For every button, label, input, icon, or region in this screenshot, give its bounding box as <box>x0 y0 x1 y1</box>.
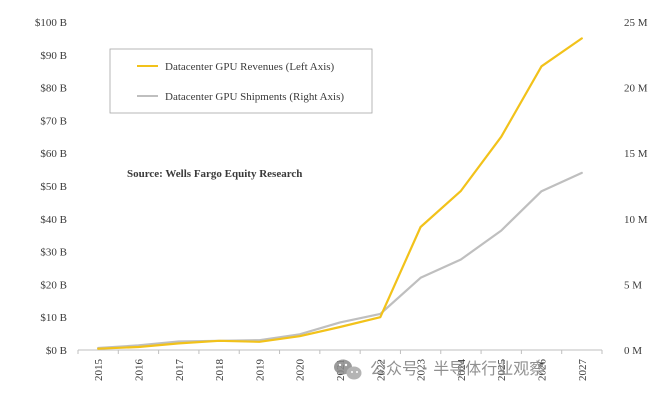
legend-label-shipments: Datacenter GPU Shipments (Right Axis) <box>165 91 344 103</box>
legend-box <box>109 48 373 114</box>
left-tick-label: $30 B <box>40 247 67 259</box>
right-axis-ticks: 0 M 5 M 10 M 15 M 20 M 25 M <box>624 17 648 357</box>
x-tick-label: 2026 <box>537 359 549 382</box>
left-tick-label: $10 B <box>40 312 67 324</box>
x-tick-label: 2023 <box>416 359 428 382</box>
left-tick-label: $50 B <box>40 181 67 193</box>
left-tick-label: $0 B <box>46 345 67 357</box>
right-tick-label: 5 M <box>624 279 642 291</box>
x-tick-label: 2024 <box>456 359 468 382</box>
right-tick-label: 20 M <box>624 83 648 95</box>
series-line-shipments <box>97 171 583 350</box>
right-tick-label: 15 M <box>624 148 648 160</box>
left-tick-label: $40 B <box>40 214 67 226</box>
series-line-revenues <box>97 37 583 350</box>
left-tick-label: $20 B <box>40 279 67 291</box>
right-tick-label: 0 M <box>624 345 642 357</box>
x-tick-label: 2016 <box>133 359 145 382</box>
left-tick-label: $70 B <box>40 115 67 127</box>
x-tick-label: 2027 <box>577 359 589 382</box>
legend-label-revenues: Datacenter GPU Revenues (Left Axis) <box>165 61 335 73</box>
left-tick-label: $80 B <box>40 83 67 95</box>
x-tick-label: 2019 <box>254 359 266 382</box>
left-tick-label: $90 B <box>40 50 67 62</box>
watermark-text: 公众号 · 半导体行业观察 <box>370 359 545 378</box>
source-annotation: Source: Wells Fargo Equity Research <box>127 168 302 180</box>
left-tick-label: $100 B <box>35 17 67 29</box>
right-tick-label: 25 M <box>624 17 648 29</box>
x-tick-label: 2025 <box>496 359 508 382</box>
x-tick-label: 2017 <box>174 359 186 382</box>
watermark: 公众号 · 半导体行业观察 <box>334 359 545 380</box>
x-axis-ticks: 2015201620172018201920202021202220232024… <box>77 350 603 382</box>
right-tick-label: 10 M <box>624 214 648 226</box>
left-axis-ticks: $0 B $10 B $20 B $30 B $40 B $50 B $60 B $70 B $… <box>35 17 67 357</box>
x-tick-label: 2015 <box>93 359 105 382</box>
legend: Datacenter GPU Revenues (Left Axis) Data… <box>109 48 373 114</box>
wechat-icon <box>334 359 362 380</box>
series-lines <box>97 37 583 350</box>
x-tick-label: 2022 <box>375 359 387 381</box>
x-tick-label: 2020 <box>295 359 307 382</box>
left-tick-label: $60 B <box>40 148 67 160</box>
x-tick-label: 2018 <box>214 359 226 382</box>
